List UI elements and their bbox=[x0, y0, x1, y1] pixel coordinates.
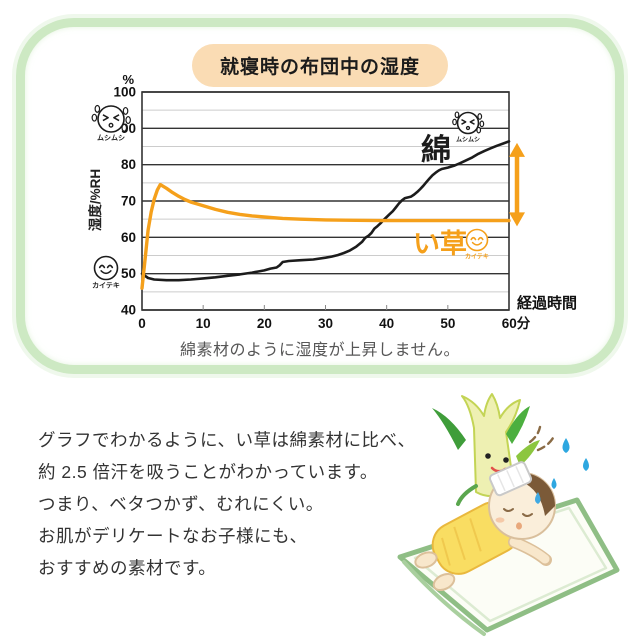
chart-title-badge: 就寝時の布団中の湿度 bbox=[191, 44, 449, 87]
svg-text:50: 50 bbox=[440, 316, 455, 331]
sleeping-child-drawing bbox=[414, 461, 556, 592]
description-line: お肌がデリケートなお子様にも、 bbox=[38, 526, 308, 546]
svg-text:%: % bbox=[122, 74, 134, 87]
updown-arrow-icon bbox=[509, 142, 525, 227]
green-frame bbox=[16, 18, 624, 374]
face-caption: カイテキ bbox=[465, 254, 489, 261]
illustration-igusa-child bbox=[397, 393, 620, 636]
muggy-face-icon bbox=[91, 104, 131, 133]
face-caption: ムシムシ bbox=[97, 134, 125, 142]
comfy-face-icon bbox=[465, 228, 489, 252]
svg-text:40: 40 bbox=[379, 316, 394, 331]
svg-text:40: 40 bbox=[121, 303, 136, 318]
description-line: グラフでわかるように、い草は綿素材に比べ、 bbox=[38, 430, 416, 450]
svg-text:湿度/%RH: 湿度/%RH bbox=[87, 169, 103, 231]
muggy-face-icon bbox=[452, 111, 485, 135]
chart-caption: 綿素材のように湿度が上昇しません。 bbox=[179, 342, 461, 359]
svg-text:10: 10 bbox=[196, 316, 211, 331]
svg-text:70: 70 bbox=[121, 194, 136, 209]
svg-text:20: 20 bbox=[257, 316, 272, 331]
description-line: つまり、ベタつかず、むれにくい。 bbox=[38, 494, 324, 514]
svg-text:綿: 綿 bbox=[421, 133, 451, 167]
face-caption: ムシムシ bbox=[456, 137, 480, 144]
description-line: 約 2.5 倍汗を吸うことがわかっています。 bbox=[38, 462, 378, 482]
svg-text:50: 50 bbox=[121, 266, 136, 281]
description-line: おすすめの素材です。 bbox=[38, 558, 217, 578]
svg-text:60分: 60分 bbox=[502, 316, 531, 331]
chart-title: 就寝時の布団中の湿度 bbox=[219, 57, 421, 78]
svg-text:60: 60 bbox=[121, 230, 136, 245]
svg-text:100: 100 bbox=[113, 85, 136, 100]
face-caption: カイテキ bbox=[92, 282, 120, 290]
svg-text:30: 30 bbox=[318, 316, 333, 331]
comfy-face-icon bbox=[93, 255, 119, 281]
description-text: グラフでわかるように、い草は綿素材に比べ、 約 2.5 倍汗を吸うことがわかって… bbox=[38, 424, 415, 584]
sweat-drops bbox=[551, 438, 589, 489]
rush-mat-drawing bbox=[397, 497, 620, 636]
svg-text:い草: い草 bbox=[413, 229, 467, 259]
svg-text:0: 0 bbox=[138, 316, 146, 331]
svg-text:80: 80 bbox=[121, 157, 136, 172]
svg-text:経過時間: 経過時間 bbox=[517, 294, 577, 312]
motion-dashes bbox=[528, 425, 555, 452]
